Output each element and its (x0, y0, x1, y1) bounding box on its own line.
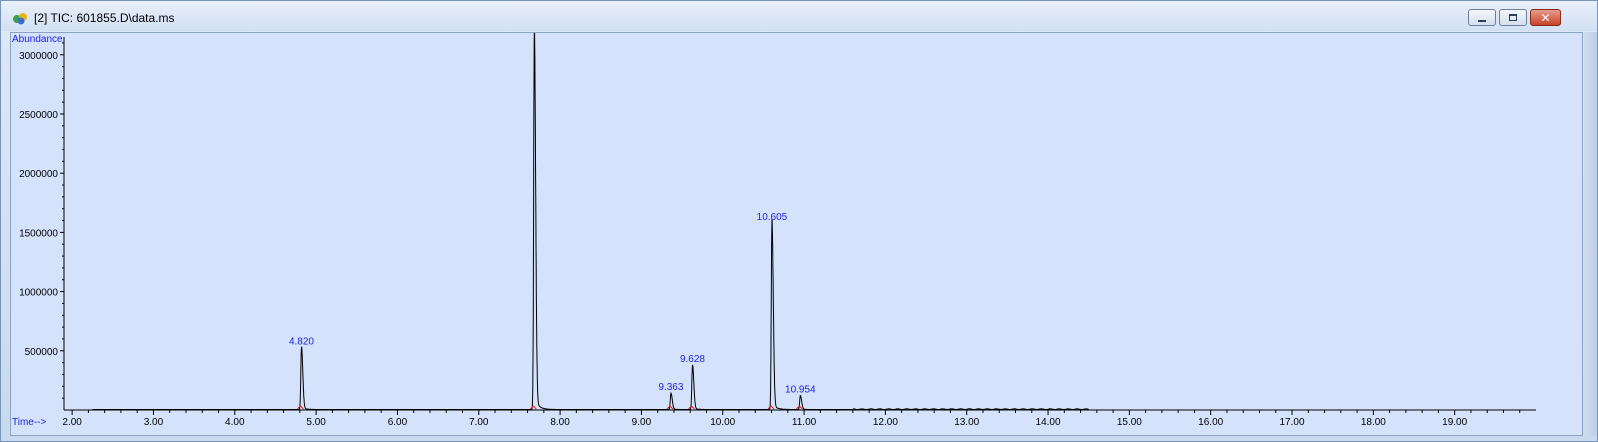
maximize-button[interactable] (1499, 9, 1527, 26)
x-tick-label: 10.00 (710, 417, 735, 428)
peak-integration-mark (297, 405, 304, 410)
x-tick-label: 6.00 (388, 417, 408, 428)
y-tick-label: 3000000 (19, 51, 58, 62)
y-tick-label: 500000 (25, 347, 59, 358)
x-tick-label: 18.00 (1361, 417, 1386, 428)
x-tick-label: 7.00 (469, 417, 489, 428)
x-tick-label: 14.00 (1036, 417, 1061, 428)
window-title: [2] TIC: 601855.D\data.ms (34, 11, 175, 25)
peak-integration-mark (529, 405, 537, 410)
tic-trace[interactable] (92, 26, 853, 410)
close-icon: ✕ (1540, 10, 1551, 25)
peak-integration-mark (795, 405, 803, 410)
peak-integration-mark (666, 405, 674, 410)
peak-integration-mark (688, 405, 695, 410)
chromatogram-chart[interactable]: Abundance Time--> 500000 1000000 1500000 2000… (11, 25, 1582, 435)
x-tick-label: 17.00 (1280, 417, 1305, 428)
x-tick-label: 3.00 (144, 417, 164, 428)
y-axis-title: Abundance (12, 34, 63, 45)
x-tick-label: 8.00 (550, 417, 570, 428)
x-tick-label: 4.00 (225, 417, 245, 428)
x-tick-label: 19.00 (1442, 417, 1467, 428)
peak-integration-mark (767, 405, 775, 410)
x-tick-label: 12.00 (873, 417, 898, 428)
y-tick-label: 1000000 (19, 288, 58, 299)
y-tick-label: 2500000 (19, 110, 58, 121)
title-bar[interactable]: [2] TIC: 601855.D\data.ms ✕ (1, 1, 1597, 31)
chromatogram-app-icon (13, 13, 27, 25)
close-button[interactable]: ✕ (1530, 9, 1561, 26)
peak-label: 10.605 (757, 212, 788, 223)
x-tick-label: 5.00 (306, 417, 326, 428)
x-tick-label: 16.00 (1198, 417, 1223, 428)
peak-label: 9.628 (680, 354, 705, 365)
peak-label: 9.363 (658, 382, 683, 393)
x-tick-label: 15.00 (1117, 417, 1142, 428)
scrollbar-track[interactable] (1584, 32, 1597, 436)
maximize-icon (1509, 14, 1517, 21)
x-tick-label: 13.00 (954, 417, 979, 428)
x-tick-label: 2.00 (62, 417, 82, 428)
peak-label: 7.683 (522, 33, 547, 36)
y-tick-label: 1500000 (19, 228, 58, 239)
minimize-icon (1478, 19, 1486, 22)
tic-trace-tail (852, 408, 1089, 411)
minimize-button[interactable] (1468, 9, 1496, 26)
x-tick-label: 11.00 (792, 417, 817, 428)
x-axis-title: Time--> (12, 417, 47, 428)
y-tick-label: 2000000 (19, 169, 58, 180)
peak-label: 4.820 (289, 336, 314, 347)
chromatogram-plot-area[interactable]: Abundance Time--> 500000 1000000 1500000 2000… (10, 25, 1583, 436)
x-tick-label: 9.00 (632, 417, 652, 428)
peak-label: 10.954 (785, 384, 816, 395)
